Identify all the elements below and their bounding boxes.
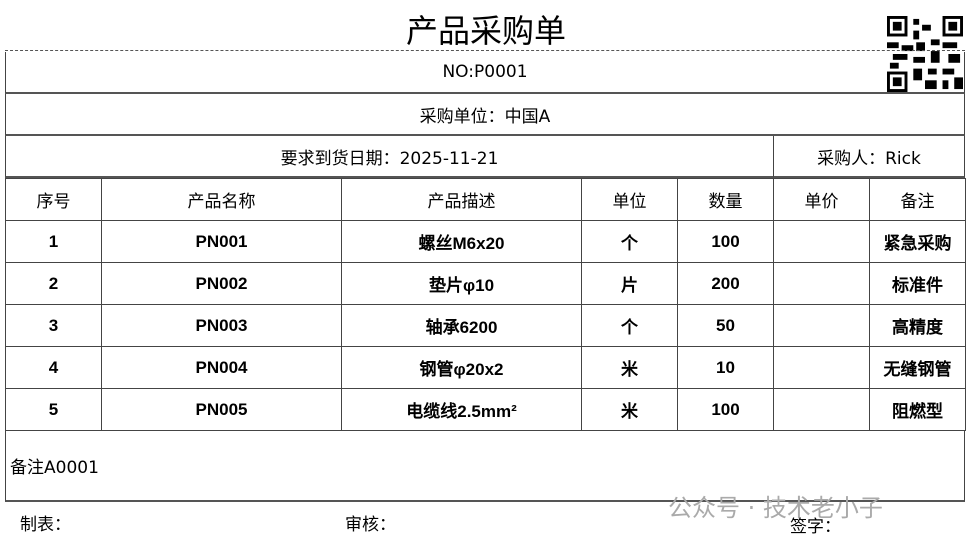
delivery-date: 要求到货日期：2025-11-21 [5, 136, 774, 178]
table-cell: 米 [581, 388, 678, 431]
header-cell: 序号 [5, 178, 102, 221]
table-cell: 5 [5, 388, 102, 431]
table-cell: 钢管φ20x2 [341, 346, 582, 389]
watermark: 公众号 · 技术老小子 [668, 494, 883, 522]
table-row: 1 PN001 螺丝M6x20 个 100 紧急采购 [5, 220, 966, 263]
qr-code-icon [887, 16, 963, 92]
table-cell: 个 [581, 220, 678, 263]
table-header: 序号 产品名称 产品描述 单位 数量 单价 备注 [5, 178, 966, 221]
table-cell: 阻燃型 [869, 388, 966, 431]
table-cell: 轴承6200 [341, 304, 582, 347]
buyer: 采购人：Rick [773, 136, 965, 178]
table-cell: 50 [677, 304, 774, 347]
table-cell: 个 [581, 304, 678, 347]
table-cell: 紧急采购 [869, 220, 966, 263]
table-cell: 米 [581, 346, 678, 389]
header-cell: 备注 [869, 178, 966, 221]
table-cell: 200 [677, 262, 774, 305]
page-title: 产品采购单 [405, 12, 566, 50]
order-number: NO:P0001 [5, 52, 965, 94]
table-cell: PN005 [101, 388, 342, 431]
table-cell: 垫片φ10 [341, 262, 582, 305]
table-cell: PN003 [101, 304, 342, 347]
table-cell: PN002 [101, 262, 342, 305]
table-cell: 电缆线2.5mm² [341, 388, 582, 431]
table-cell: 螺丝M6x20 [341, 220, 582, 263]
table-row: 5 PN005 电缆线2.5mm² 米 100 阻燃型 [5, 388, 966, 431]
header-cell: 数量 [677, 178, 774, 221]
header-cell: 单位 [581, 178, 678, 221]
table-cell: 片 [581, 262, 678, 305]
table-cell: 无缝钢管 [869, 346, 966, 389]
remark: 备注A0001 [5, 430, 965, 502]
table-cell [773, 388, 870, 431]
table-cell: PN004 [101, 346, 342, 389]
items-table: 序号 产品名称 产品描述 单位 数量 单价 备注 1 PN001 螺丝M6x20 个 1… [5, 178, 966, 431]
table-cell: 1 [5, 220, 102, 263]
table-cell [773, 346, 870, 389]
table-row: 2 PN002 垫片φ10 片 200 标准件 [5, 262, 966, 305]
dashed-divider [5, 50, 965, 51]
header-cell: 产品名称 [101, 178, 342, 221]
table-cell: PN001 [101, 220, 342, 263]
table-cell: 3 [5, 304, 102, 347]
header-cell: 产品描述 [341, 178, 582, 221]
table-cell: 2 [5, 262, 102, 305]
table-row: 4 PN004 钢管φ20x2 米 10 无缝钢管 [5, 346, 966, 389]
table-cell: 标准件 [869, 262, 966, 305]
table-cell: 100 [677, 388, 774, 431]
table-row: 3 PN003 轴承6200 个 50 高精度 [5, 304, 966, 347]
maker-label: 制表： [20, 515, 71, 535]
table-cell: 4 [5, 346, 102, 389]
table-cell [773, 220, 870, 263]
header-cell: 单价 [773, 178, 870, 221]
table-cell: 高精度 [869, 304, 966, 347]
table-cell [773, 262, 870, 305]
reviewer-label: 审核： [345, 515, 396, 535]
table-cell [773, 304, 870, 347]
purchasing-unit: 采购单位：中国A [5, 94, 965, 136]
table-cell: 100 [677, 220, 774, 263]
signature-label: 签字： [790, 517, 841, 537]
table-cell: 10 [677, 346, 774, 389]
